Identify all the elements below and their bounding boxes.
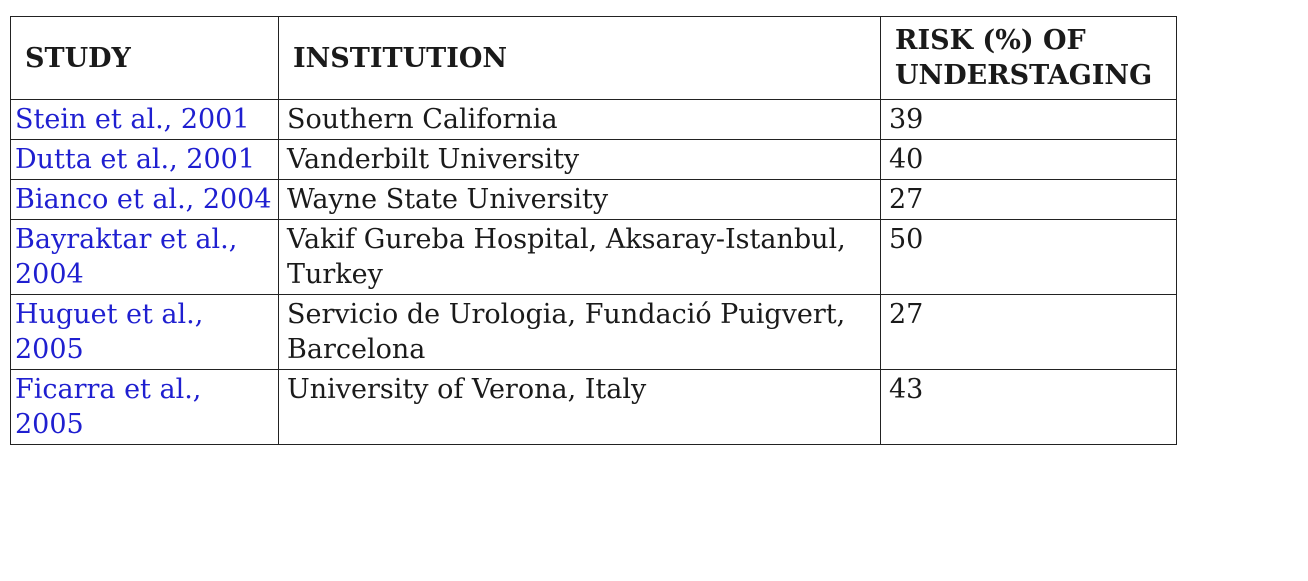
header-risk: RISK (%) OF UNDERSTAGING (880, 16, 1177, 100)
table-row: Stein et al., 2001 Southern California 3… (10, 99, 1177, 140)
table-row: Huguet et al., 2005 Servicio de Urologia… (10, 294, 1177, 370)
table-row: Dutta et al., 2001 Vanderbilt University… (10, 139, 1177, 180)
risk-cell: 43 (880, 369, 1177, 445)
institution-cell: University of Verona, Italy (278, 369, 881, 445)
study-link[interactable]: Stein et al., 2001 (10, 99, 279, 140)
study-link[interactable]: Bayraktar et al., 2004 (10, 219, 279, 295)
study-link[interactable]: Ficarra et al., 2005 (10, 369, 279, 445)
institution-cell: Vanderbilt University (278, 139, 881, 180)
table-row: Bayraktar et al., 2004 Vakif Gureba Hosp… (10, 219, 1177, 295)
risk-cell: 39 (880, 99, 1177, 140)
study-link[interactable]: Huguet et al., 2005 (10, 294, 279, 370)
institution-cell: Southern California (278, 99, 881, 140)
header-institution: INSTITUTION (278, 16, 881, 100)
institution-cell: Wayne State University (278, 179, 881, 220)
study-link[interactable]: Dutta et al., 2001 (10, 139, 279, 180)
table-row: Bianco et al., 2004 Wayne State Universi… (10, 179, 1177, 220)
risk-cell: 50 (880, 219, 1177, 295)
understaging-risk-table: STUDY INSTITUTION RISK (%) OF UNDERSTAGI… (10, 16, 1177, 445)
header-study: STUDY (10, 16, 279, 100)
header-row: STUDY INSTITUTION RISK (%) OF UNDERSTAGI… (10, 16, 1177, 100)
table-container: STUDY INSTITUTION RISK (%) OF UNDERSTAGI… (10, 16, 1177, 445)
institution-cell: Vakif Gureba Hospital, Aksaray-Istanbul,… (278, 219, 881, 295)
table-row: Ficarra et al., 2005 University of Veron… (10, 369, 1177, 445)
risk-cell: 27 (880, 294, 1177, 370)
institution-cell: Servicio de Urologia, Fundació Puigvert,… (278, 294, 881, 370)
risk-cell: 40 (880, 139, 1177, 180)
risk-cell: 27 (880, 179, 1177, 220)
study-link[interactable]: Bianco et al., 2004 (10, 179, 279, 220)
